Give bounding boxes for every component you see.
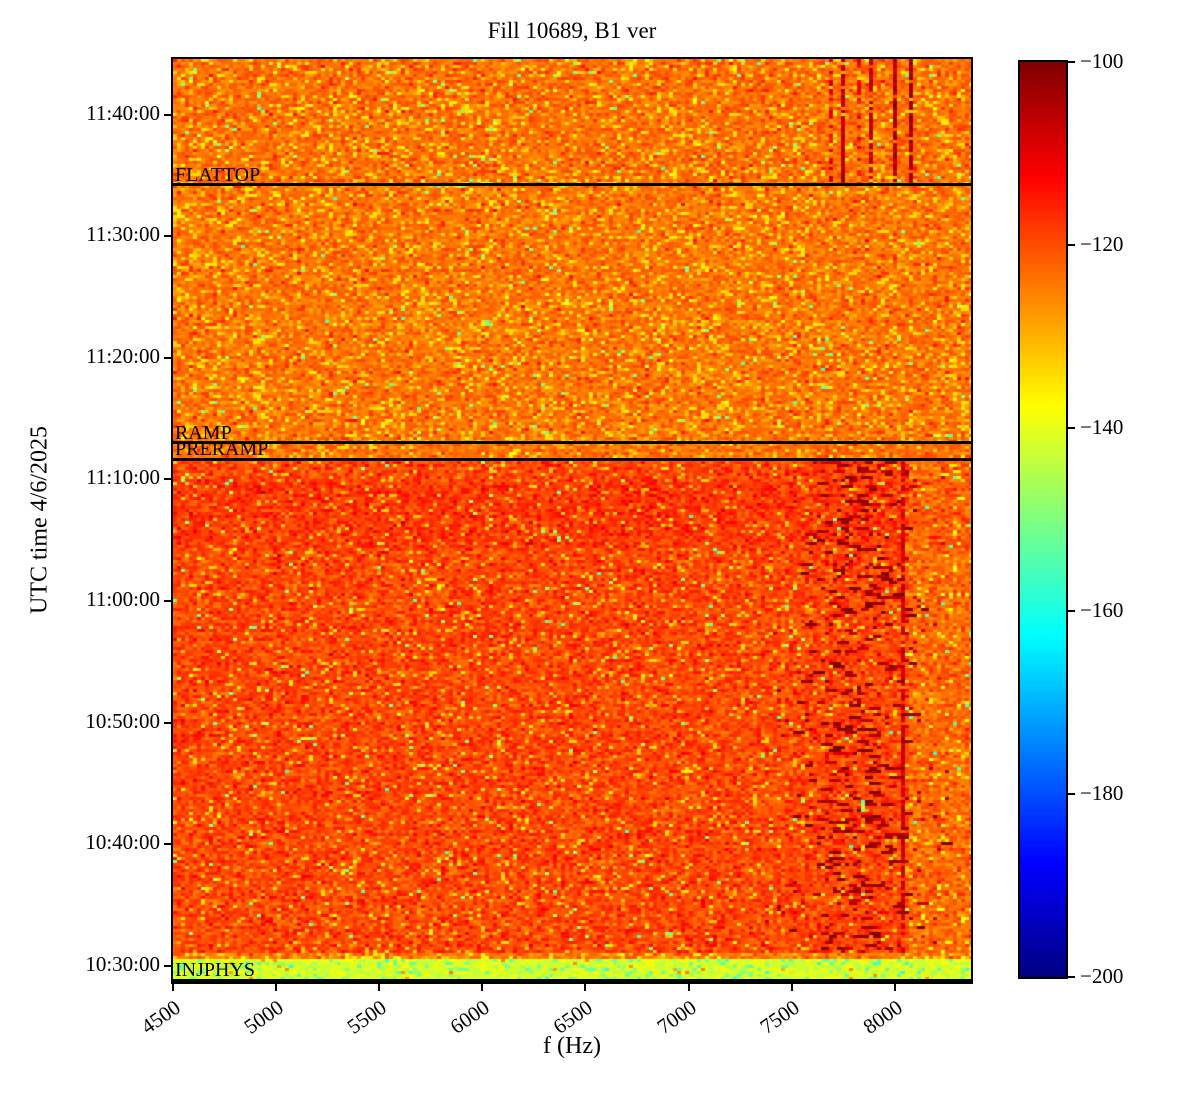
y-axis-label: UTC time 4/6/2025 — [26, 426, 53, 614]
colorbar-tick-label: −180 — [1080, 781, 1124, 805]
x-tick-mark — [378, 984, 381, 991]
y-tick-label: 10:50:00 — [85, 708, 160, 733]
y-tick-mark — [164, 356, 171, 359]
y-tick-label: 11:20:00 — [86, 343, 160, 368]
chart-title: Fill 10689, B1 ver — [487, 18, 657, 43]
beam-mode-line-injphys — [173, 978, 971, 982]
y-tick-label: 11:30:00 — [86, 222, 160, 247]
x-tick-mark — [687, 984, 690, 991]
x-tick-mark — [893, 984, 896, 991]
beam-mode-label-flattop: FLATTOP — [175, 163, 261, 186]
beam-mode-line-flattop — [173, 183, 971, 187]
x-tick-mark — [584, 984, 587, 991]
colorbar-canvas — [1020, 62, 1066, 977]
colorbar-tick-mark — [1068, 793, 1075, 795]
y-tick-label: 11:40:00 — [86, 100, 160, 125]
colorbar-tick-label: −160 — [1080, 598, 1124, 622]
x-tick-mark — [275, 984, 278, 991]
beam-mode-line-ramp — [173, 441, 971, 445]
annotation-overlay: FLATTOP RAMP PRERAMP INJPHYS — [173, 59, 971, 982]
colorbar-tick-mark — [1068, 976, 1075, 978]
colorbar-tick-mark — [1068, 427, 1075, 429]
x-tick-mark — [790, 984, 793, 991]
beam-mode-label-injphys: INJPHYS — [175, 959, 256, 981]
x-tick-mark — [172, 984, 174, 991]
y-tick-mark — [164, 964, 171, 967]
y-tick-mark — [164, 478, 171, 481]
y-tick-mark — [164, 843, 171, 846]
colorbar-tick-label: −140 — [1080, 415, 1124, 439]
x-tick-mark — [481, 984, 484, 991]
colorbar-tick-label: −120 — [1080, 232, 1124, 256]
colorbar-tick-label: −100 — [1080, 49, 1124, 73]
beam-mode-label-ramp: RAMP — [175, 421, 232, 444]
colorbar-tick-mark — [1068, 610, 1075, 612]
beam-mode-line-preramp — [173, 457, 971, 461]
colorbar — [1018, 60, 1068, 979]
y-tick-label: 10:30:00 — [85, 951, 160, 976]
y-tick-mark — [164, 600, 171, 603]
y-tick-mark — [164, 721, 171, 724]
plot-area: FLATTOP RAMP PRERAMP INJPHYS — [171, 57, 973, 984]
beam-mode-label-preramp: PRERAMP — [175, 438, 269, 461]
colorbar-tick-mark — [1068, 244, 1075, 246]
y-tick-label: 11:00:00 — [86, 587, 160, 612]
x-axis-label: f (Hz) — [543, 1033, 601, 1059]
colorbar-tick-label: −200 — [1080, 964, 1124, 988]
spectrogram-canvas — [173, 59, 971, 982]
y-tick-mark — [164, 235, 171, 238]
y-tick-label: 10:40:00 — [85, 830, 160, 855]
colorbar-tick-mark — [1068, 61, 1075, 63]
y-tick-mark — [164, 113, 171, 116]
y-tick-label: 11:10:00 — [86, 465, 160, 490]
